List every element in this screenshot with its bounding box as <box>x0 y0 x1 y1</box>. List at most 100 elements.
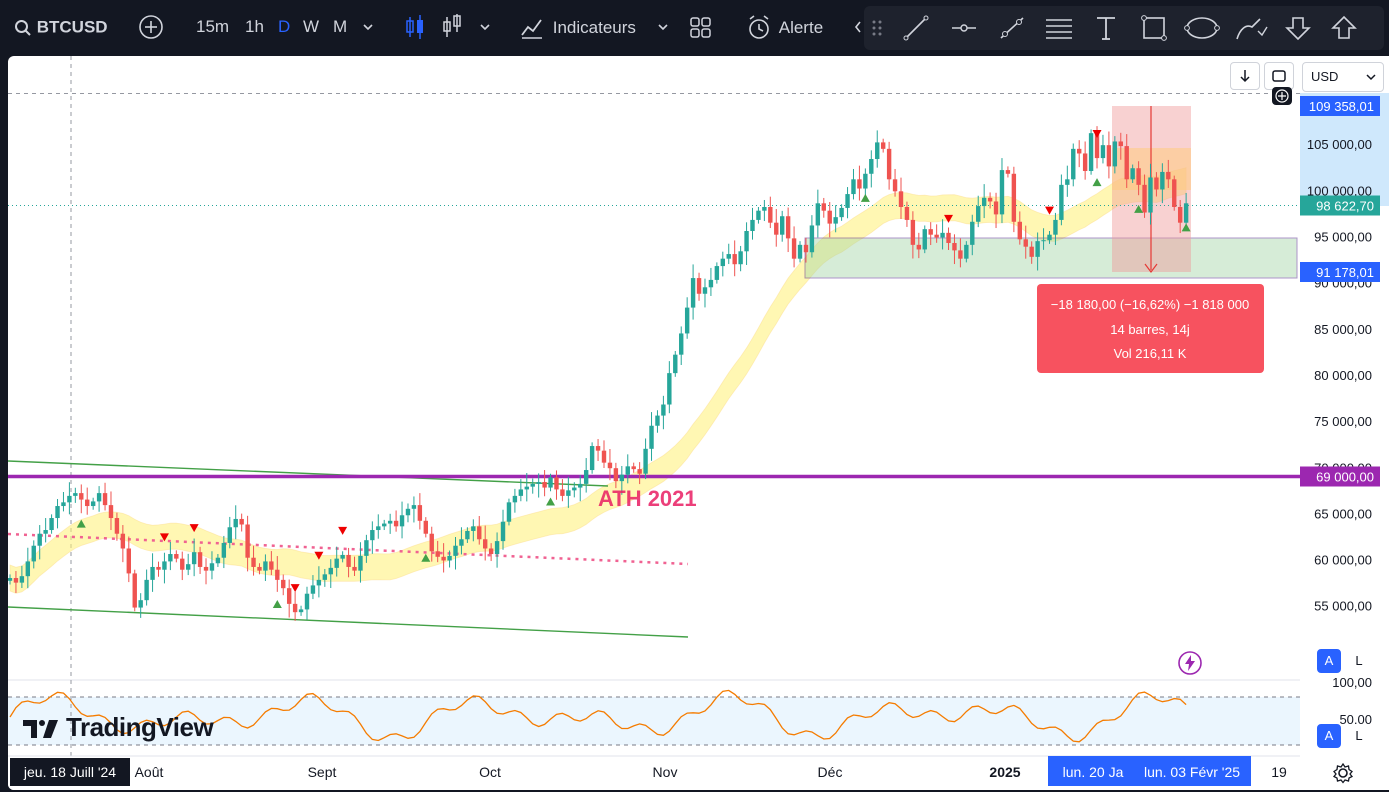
chart-type-dropdown[interactable] <box>478 12 492 42</box>
candle-body <box>1071 148 1076 180</box>
buy-signal-marker <box>1134 204 1144 213</box>
templates-button[interactable] <box>688 12 712 42</box>
alert-button[interactable]: Alerte <box>746 12 823 42</box>
candle-body <box>625 466 630 475</box>
y-tick-label: 55 000,00 <box>1314 599 1372 614</box>
candle-body <box>441 556 446 561</box>
drag-handle-icon[interactable] <box>870 14 898 42</box>
candles-button[interactable] <box>404 12 426 42</box>
download-button[interactable] <box>1230 62 1260 90</box>
candle-body <box>815 203 821 226</box>
candle-body <box>61 502 66 507</box>
candle-body <box>875 142 880 160</box>
osc-axis-label: 50,00 <box>1339 712 1372 727</box>
candle-body <box>340 554 345 559</box>
candle-body <box>774 222 779 235</box>
candle-body <box>987 197 993 202</box>
candle-body <box>667 373 672 405</box>
candle-body <box>655 415 660 426</box>
rectangle-icon[interactable] <box>1140 14 1168 42</box>
candle-body <box>429 533 434 552</box>
interval-1h[interactable]: 1h <box>245 17 264 36</box>
candle-body <box>67 495 72 503</box>
candle-body <box>352 566 357 571</box>
bars-button[interactable] <box>441 12 463 42</box>
candle-body <box>316 579 322 586</box>
candle-body <box>1166 171 1171 180</box>
log-scale-button[interactable]: L <box>1347 649 1371 673</box>
sell-signal-marker <box>1092 130 1102 139</box>
candle-body <box>1112 141 1118 167</box>
lightning-button[interactable] <box>1178 651 1202 680</box>
layout-grid-icon <box>690 17 711 38</box>
channel-icon[interactable] <box>998 14 1026 42</box>
y-tick-label: 95 000,00 <box>1314 230 1372 245</box>
chart-area[interactable]: ATH 2021 −18 180,00 (−16,62%) −1 818 000 1… <box>8 56 1389 790</box>
interval-dropdown[interactable] <box>361 12 375 42</box>
osc-auto-scale-button[interactable]: A <box>1317 724 1341 748</box>
candle-body <box>79 493 84 500</box>
candle-body <box>1183 203 1189 223</box>
settings-button[interactable] <box>1332 762 1354 789</box>
time-tick-label: Sept <box>308 764 337 780</box>
auto-scale-button[interactable]: A <box>1317 649 1341 673</box>
refresh-icon <box>1272 70 1286 82</box>
indicators-dropdown[interactable] <box>656 12 670 42</box>
candle-body <box>981 197 987 207</box>
brush-icon[interactable] <box>1234 14 1268 42</box>
tradingview-logo-icon <box>23 720 58 738</box>
candle-body <box>524 486 529 490</box>
add-price-button[interactable] <box>1271 86 1293 106</box>
candles <box>8 126 1189 621</box>
candle-body <box>595 446 601 451</box>
candle-body <box>310 585 316 594</box>
sell-signal-marker <box>338 526 348 535</box>
symbol-search[interactable]: BTCUSD <box>14 12 108 42</box>
candle-body <box>756 210 761 220</box>
trend-line-icon[interactable] <box>902 14 930 42</box>
candle-body <box>768 206 773 223</box>
text-icon[interactable] <box>1092 14 1120 42</box>
candle-body <box>393 520 399 527</box>
fib-icon[interactable] <box>1044 14 1072 42</box>
candle-body <box>376 526 381 531</box>
osc-log-scale-button[interactable]: L <box>1347 724 1371 748</box>
horizontal-ray-icon[interactable] <box>950 14 978 42</box>
y-tick-label: 75 000,00 <box>1314 414 1372 429</box>
chevron-down-icon <box>1366 74 1376 81</box>
range-start-label: lun. 20 Ja <box>1063 764 1124 780</box>
measure-change-text: −18 180,00 (−16,62%) −1 818 000 <box>1051 297 1249 312</box>
bar-chart-icon <box>443 14 461 37</box>
candle-body <box>364 540 369 556</box>
compare-button[interactable] <box>138 12 164 42</box>
interval-d[interactable]: D <box>278 17 291 36</box>
candle-body <box>536 482 541 484</box>
time-tick-label: 19 <box>1271 764 1287 780</box>
candle-body <box>1005 170 1011 174</box>
ath-price-label: 69 000,00 <box>1316 470 1374 485</box>
arrow-up-icon[interactable] <box>1330 14 1358 42</box>
candle-body <box>732 254 737 265</box>
interval-15m[interactable]: 15m <box>196 17 230 36</box>
arrow-down-icon[interactable] <box>1284 14 1312 42</box>
candle-body <box>928 229 933 235</box>
collapse-toolbar-button[interactable] <box>852 12 864 42</box>
candle-body <box>209 563 215 571</box>
candle-body <box>649 425 654 449</box>
price-chart[interactable]: ATH 2021 −18 180,00 (−16,62%) −1 818 000 1… <box>8 56 1389 790</box>
interval-w[interactable]: W <box>303 17 320 36</box>
indicators-button[interactable]: Indicateurs <box>520 12 636 42</box>
candle-body <box>589 446 595 471</box>
candle-body <box>328 567 333 575</box>
candle-body <box>1160 171 1165 190</box>
interval-m[interactable]: M <box>333 17 348 36</box>
currency-select[interactable]: USD <box>1302 62 1384 92</box>
candle-body <box>886 148 892 180</box>
candle-body <box>459 539 464 546</box>
candle-body <box>55 506 60 519</box>
candle-body <box>73 493 78 496</box>
channel-upper-line <box>8 460 609 487</box>
ellipse-icon[interactable] <box>1184 14 1220 42</box>
candle-body <box>102 493 108 506</box>
candle-body <box>673 354 678 374</box>
